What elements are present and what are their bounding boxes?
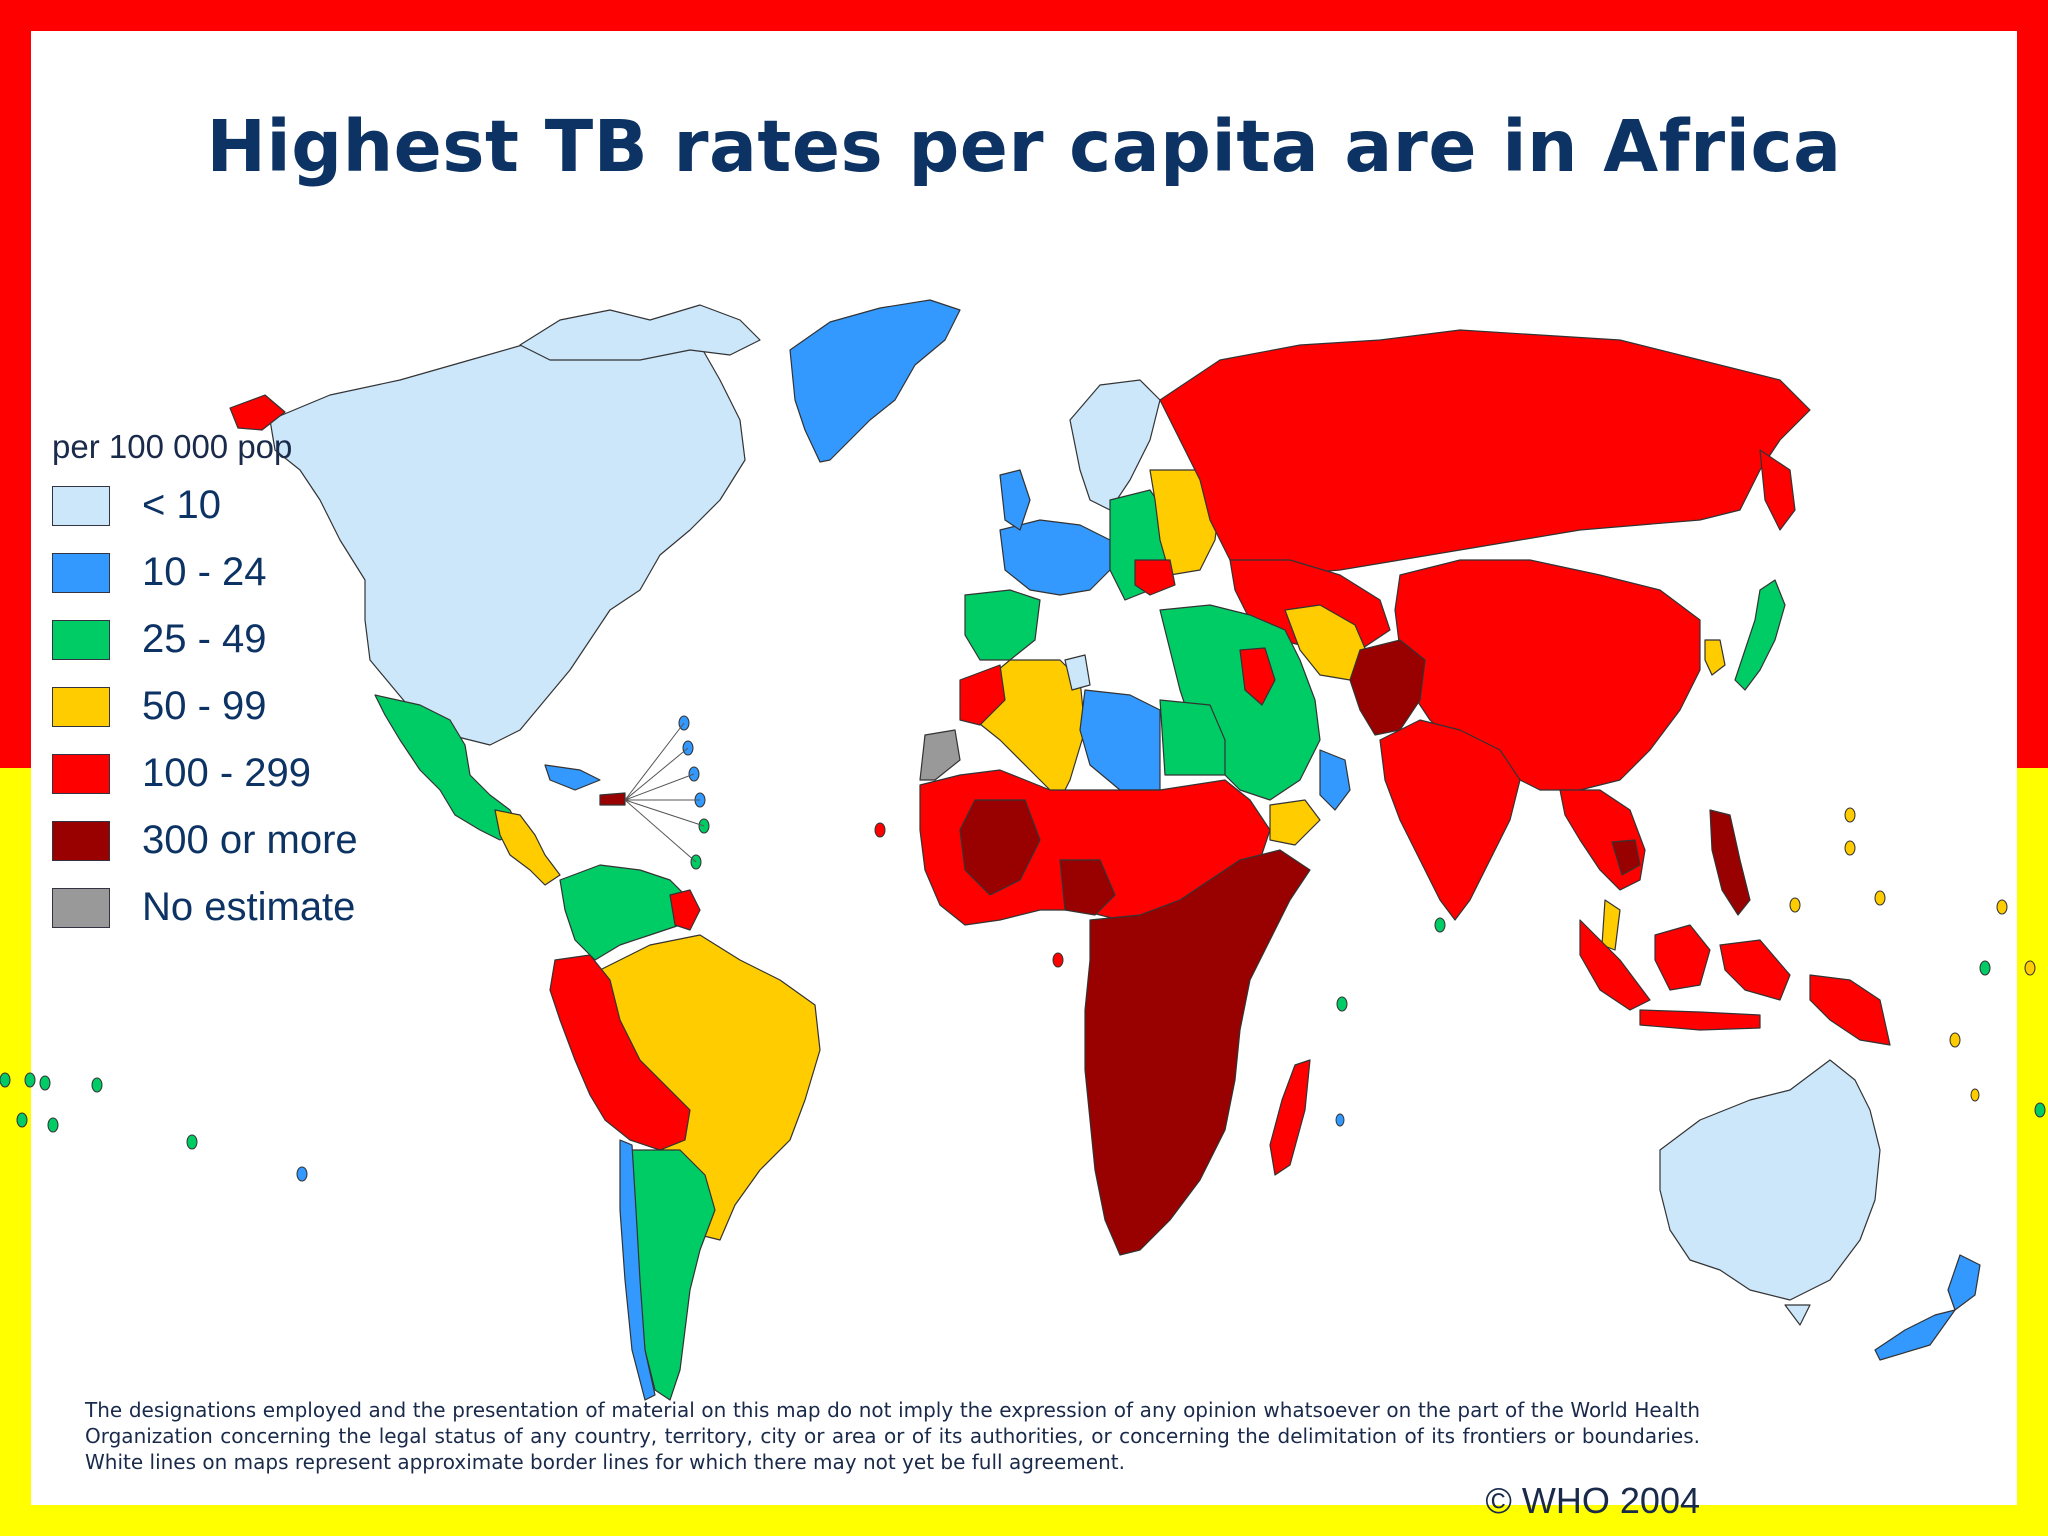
region-venezuela-colombia: [559, 864, 691, 961]
legend-label: 300 or more: [142, 818, 358, 862]
region-morocco: [959, 664, 1006, 726]
region-tunisia: [1064, 654, 1091, 691]
region-caribbean: [544, 764, 601, 791]
legend-swatch: [52, 686, 110, 727]
region-russia: [1159, 329, 1811, 576]
legend-swatch: [52, 552, 110, 593]
legend-label: 50 - 99: [142, 684, 267, 728]
legend-item: 100 - 299: [52, 740, 358, 807]
legend-label: 100 - 299: [142, 751, 312, 795]
region-libya: [1079, 689, 1161, 791]
region-philippines: [1709, 809, 1751, 916]
region-peru-bolivia: [549, 954, 691, 1151]
legend-swatch: [52, 753, 110, 794]
region-indonesia: [1579, 919, 1791, 1031]
region-japan: [1734, 579, 1786, 691]
legend-swatch: [52, 887, 110, 928]
region-western-europe: [999, 519, 1111, 596]
region-oman: [1319, 749, 1351, 811]
legend-label: 25 - 49: [142, 617, 267, 661]
region-yemen-oman: [1269, 799, 1321, 846]
legend-item: < 10: [52, 472, 358, 539]
region-iraq: [1239, 647, 1276, 706]
region-tasmania: [1784, 1304, 1811, 1326]
islands: [0, 715, 2046, 1182]
legend-label: < 10: [142, 483, 221, 527]
map-legend: per 100 000 pop < 10 10 - 24 25 - 49 50 …: [52, 428, 358, 941]
legend-item: 300 or more: [52, 807, 358, 874]
map-panel: [31, 31, 2017, 1505]
region-india: [1379, 719, 1521, 921]
region-australia: [1659, 1059, 1881, 1301]
region-greenland: [789, 299, 961, 463]
leader-lines: [624, 722, 705, 863]
legend-label: 10 - 24: [142, 550, 267, 594]
region-afghanistan-pakistan: [1349, 639, 1426, 736]
legend-item: 50 - 99: [52, 673, 358, 740]
legend-swatch: [52, 619, 110, 660]
region-malaysia: [1601, 899, 1621, 951]
region-kamchatka: [1759, 449, 1796, 531]
region-scandinavia: [1069, 379, 1161, 511]
region-cambodia: [1611, 839, 1641, 876]
legend-label: No estimate: [142, 885, 356, 929]
legend-item: 25 - 49: [52, 606, 358, 673]
region-sahel-dark: [959, 799, 1041, 896]
region-guyana: [669, 889, 701, 931]
legend-item: 10 - 24: [52, 539, 358, 606]
region-chile: [619, 1139, 656, 1401]
region-new-zealand: [1874, 1254, 1981, 1361]
region-western-sahara: [919, 729, 961, 781]
region-alaska-east: [229, 394, 286, 431]
legend-item: No estimate: [52, 874, 358, 941]
legend-unit-label: per 100 000 pop: [52, 428, 293, 465]
region-iberia: [964, 589, 1041, 661]
region-egypt: [1159, 699, 1226, 776]
legend-swatch: [52, 485, 110, 526]
region-middle-east: [1159, 604, 1321, 801]
copyright-text: © WHO 2004: [1485, 1480, 1700, 1521]
region-uk: [999, 469, 1031, 531]
region-sub-saharan-africa: [1084, 849, 1311, 1256]
region-haiti: [599, 792, 626, 806]
legend-swatch: [52, 820, 110, 861]
region-arctic-islands: [519, 304, 761, 361]
region-central-america: [494, 809, 561, 886]
region-png: [1809, 974, 1891, 1046]
disclaimer-text: The designations employed and the presen…: [85, 1398, 1700, 1474]
region-madagascar: [1269, 1059, 1311, 1176]
region-korea: [1704, 639, 1726, 676]
region-nigeria: [1059, 859, 1116, 916]
map-title: Highest TB rates per capita are in Afric…: [206, 105, 1842, 188]
region-romania: [1134, 559, 1176, 596]
